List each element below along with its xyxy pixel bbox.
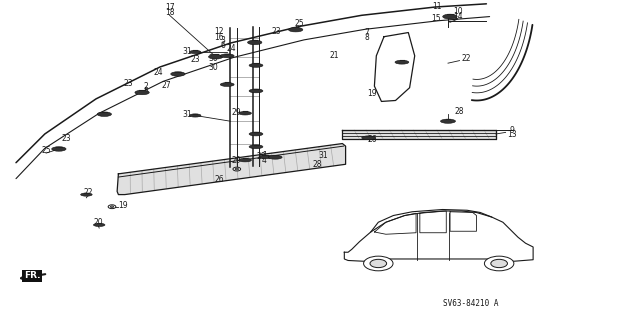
Text: 2: 2 <box>143 82 148 91</box>
Circle shape <box>484 256 514 271</box>
Text: 8: 8 <box>364 33 369 42</box>
Text: 31: 31 <box>182 110 192 119</box>
Ellipse shape <box>220 54 234 58</box>
Text: 25: 25 <box>41 146 51 155</box>
Text: 24: 24 <box>154 68 164 77</box>
Text: 17: 17 <box>164 3 175 12</box>
Ellipse shape <box>81 193 92 196</box>
Text: FR.: FR. <box>24 271 40 280</box>
Text: 23: 23 <box>61 134 71 143</box>
Circle shape <box>370 259 387 268</box>
Text: 1: 1 <box>262 151 267 160</box>
Ellipse shape <box>135 90 149 95</box>
Polygon shape <box>342 130 496 139</box>
Text: 31: 31 <box>318 151 328 160</box>
Text: 20: 20 <box>93 218 103 227</box>
Ellipse shape <box>249 132 263 136</box>
Circle shape <box>364 256 393 271</box>
Text: 4: 4 <box>262 156 267 165</box>
Ellipse shape <box>97 112 111 116</box>
Text: 30: 30 <box>208 63 218 72</box>
Text: 3: 3 <box>220 36 225 45</box>
Ellipse shape <box>189 50 201 54</box>
Text: 19: 19 <box>118 201 128 210</box>
Text: 24: 24 <box>227 44 237 53</box>
Ellipse shape <box>171 72 185 76</box>
Text: 22: 22 <box>461 54 470 63</box>
Ellipse shape <box>248 40 262 45</box>
Ellipse shape <box>259 155 272 159</box>
Ellipse shape <box>239 159 252 162</box>
Circle shape <box>108 205 116 209</box>
Ellipse shape <box>249 89 263 93</box>
Text: 23: 23 <box>271 27 282 36</box>
Text: 22: 22 <box>84 188 93 197</box>
Text: 28: 28 <box>257 152 266 161</box>
Text: 23: 23 <box>190 55 200 63</box>
Ellipse shape <box>239 112 252 115</box>
Text: 23: 23 <box>123 79 133 88</box>
Text: 18: 18 <box>165 8 174 17</box>
Ellipse shape <box>189 114 201 117</box>
Text: 11: 11 <box>432 2 441 11</box>
Text: 16: 16 <box>214 33 224 41</box>
Text: 26: 26 <box>214 175 224 184</box>
Ellipse shape <box>249 145 263 149</box>
Circle shape <box>491 259 508 268</box>
Circle shape <box>110 206 114 208</box>
Ellipse shape <box>395 60 409 64</box>
Text: 29: 29 <box>232 156 242 165</box>
Ellipse shape <box>93 223 105 226</box>
Text: 5: 5 <box>143 87 148 96</box>
Text: 21: 21 <box>330 51 339 60</box>
Circle shape <box>235 168 239 170</box>
Ellipse shape <box>220 83 234 86</box>
Text: SV63-84210 A: SV63-84210 A <box>443 299 498 308</box>
Circle shape <box>233 167 241 171</box>
Ellipse shape <box>209 55 223 59</box>
Text: 12: 12 <box>214 27 223 36</box>
Ellipse shape <box>440 119 456 123</box>
Ellipse shape <box>443 14 457 19</box>
Text: 9: 9 <box>509 126 515 135</box>
Ellipse shape <box>249 63 263 67</box>
Text: 13: 13 <box>507 130 517 139</box>
Ellipse shape <box>268 155 282 159</box>
Polygon shape <box>117 144 346 195</box>
Text: 14: 14 <box>452 12 463 21</box>
Text: 28: 28 <box>454 107 463 116</box>
Text: 6: 6 <box>220 41 225 50</box>
Text: 15: 15 <box>431 14 442 23</box>
Text: 26: 26 <box>367 135 378 144</box>
Text: 7: 7 <box>364 28 369 37</box>
Text: 28: 28 <box>313 160 322 169</box>
Text: 10: 10 <box>452 7 463 16</box>
Text: 19: 19 <box>367 89 378 98</box>
Text: 31: 31 <box>182 47 192 56</box>
Text: 27: 27 <box>161 81 172 90</box>
Ellipse shape <box>362 136 376 140</box>
Text: 25: 25 <box>294 19 305 28</box>
Text: 30: 30 <box>208 54 218 63</box>
Ellipse shape <box>289 27 303 32</box>
Text: 29: 29 <box>232 108 242 117</box>
Ellipse shape <box>52 147 66 151</box>
